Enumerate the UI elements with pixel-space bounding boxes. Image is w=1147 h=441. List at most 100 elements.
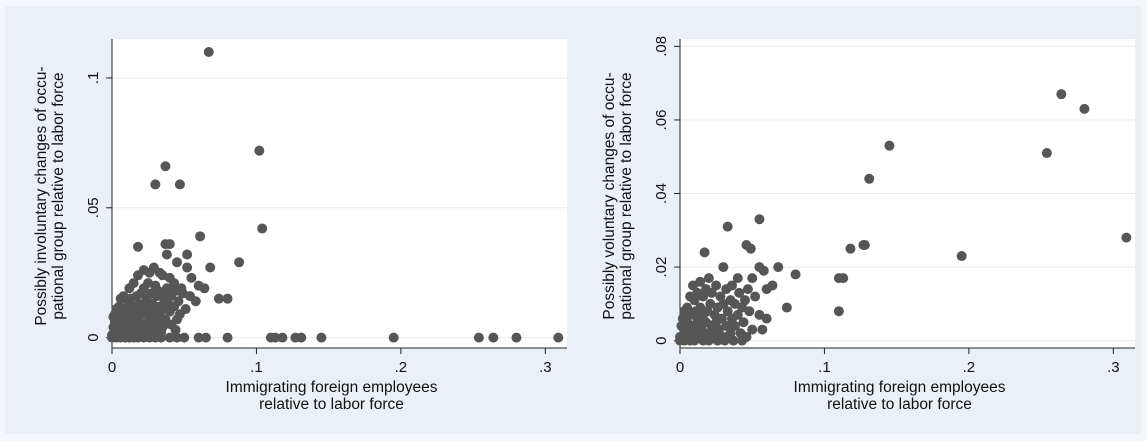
data-point [222,332,233,343]
data-point [706,287,717,298]
data-point [203,46,214,57]
data-point [1079,103,1090,114]
y-axis-title-line: Possibly involuntary changes of occu- [33,66,50,325]
data-point [884,140,895,151]
data-point [190,296,201,307]
data-point [316,332,327,343]
data-point [133,270,143,281]
x-tick-label: .1 [818,359,831,376]
data-point [200,332,211,343]
data-point [790,269,801,280]
data-point [745,243,756,254]
left-scatter-plot: 0 .05 .1 0 .1 .2 .3 Immigrating foreign employe… [33,39,567,413]
y-tick-label: .04 [653,183,670,204]
data-point [747,273,758,284]
data-point [161,249,172,260]
data-point [150,179,161,190]
data-point [182,249,193,260]
data-point [488,332,499,343]
right-scatter-plot: 0 .02 .04 .06 .08 0 .1 .2 .3 Immigrating foreign … [601,36,1135,413]
data-point [721,284,732,295]
data-point [156,332,167,343]
y-tick-label: .02 [653,257,670,278]
data-point [164,306,175,317]
data-point [858,240,869,250]
data-point [193,332,204,343]
y-axis-title-line: pational group relative to labor force [50,72,67,319]
data-point [164,332,175,343]
data-point [703,273,714,284]
data-point [277,332,288,343]
data-point [689,295,700,306]
data-point [711,280,722,291]
data-point [1121,232,1132,243]
y-tick-label: .1 [85,72,102,85]
data-point [689,335,700,346]
x-axis-title-line: relative to labor force [827,396,972,413]
x-tick-label: .1 [250,359,263,376]
data-point [845,243,856,254]
data-point [160,161,171,172]
data-point [728,335,739,346]
x-tick-label: .2 [963,359,976,376]
data-point [199,283,210,294]
x-axis-title-line: Immigrating foreign employees [226,379,438,396]
y-axis-title-line: Possibly voluntary changes of occu- [601,72,618,319]
data-point [179,332,190,343]
data-point [838,273,849,284]
data-point [699,247,710,258]
x-tick-label: 0 [676,359,684,376]
data-point [718,262,729,273]
x-tick-label: .2 [395,359,408,376]
y-tick-label: 0 [653,336,670,344]
data-point [144,267,155,278]
data-point [133,241,143,252]
data-point [750,291,761,302]
data-point [692,313,703,324]
data-point [864,173,875,184]
data-point [781,302,792,313]
data-point [174,179,185,190]
data-point [257,223,268,234]
data-point [703,335,714,346]
data-point [742,284,753,295]
data-point [1056,89,1067,100]
y-tick-label: .08 [653,36,670,57]
data-point [296,332,307,343]
data-point [737,335,748,346]
data-point [234,257,245,268]
data-point [738,317,749,328]
data-point [712,335,723,346]
data-point [719,335,730,346]
data-point [734,287,745,298]
data-point [688,280,698,291]
data-point [744,306,755,317]
data-point [213,293,224,304]
data-point [205,262,216,273]
data-point [511,332,522,343]
data-point [254,145,265,156]
data-point [222,293,233,304]
x-tick-label: .3 [1107,359,1120,376]
data-point [698,291,709,302]
data-point [164,239,175,250]
data-point [170,324,181,335]
data-point [956,251,967,262]
data-point [553,332,564,343]
data-point [761,284,772,295]
data-point [473,332,484,343]
x-tick-label: .3 [539,359,552,376]
data-point [833,306,844,317]
data-point [124,283,135,294]
data-point [195,231,206,242]
data-point [754,214,765,225]
data-point [186,272,197,283]
data-point [722,221,733,232]
data-point [773,262,784,273]
y-tick-label: 0 [85,333,102,341]
y-tick-label: .05 [85,197,102,218]
data-point [729,320,740,331]
data-point [732,273,743,284]
data-point [172,257,182,268]
